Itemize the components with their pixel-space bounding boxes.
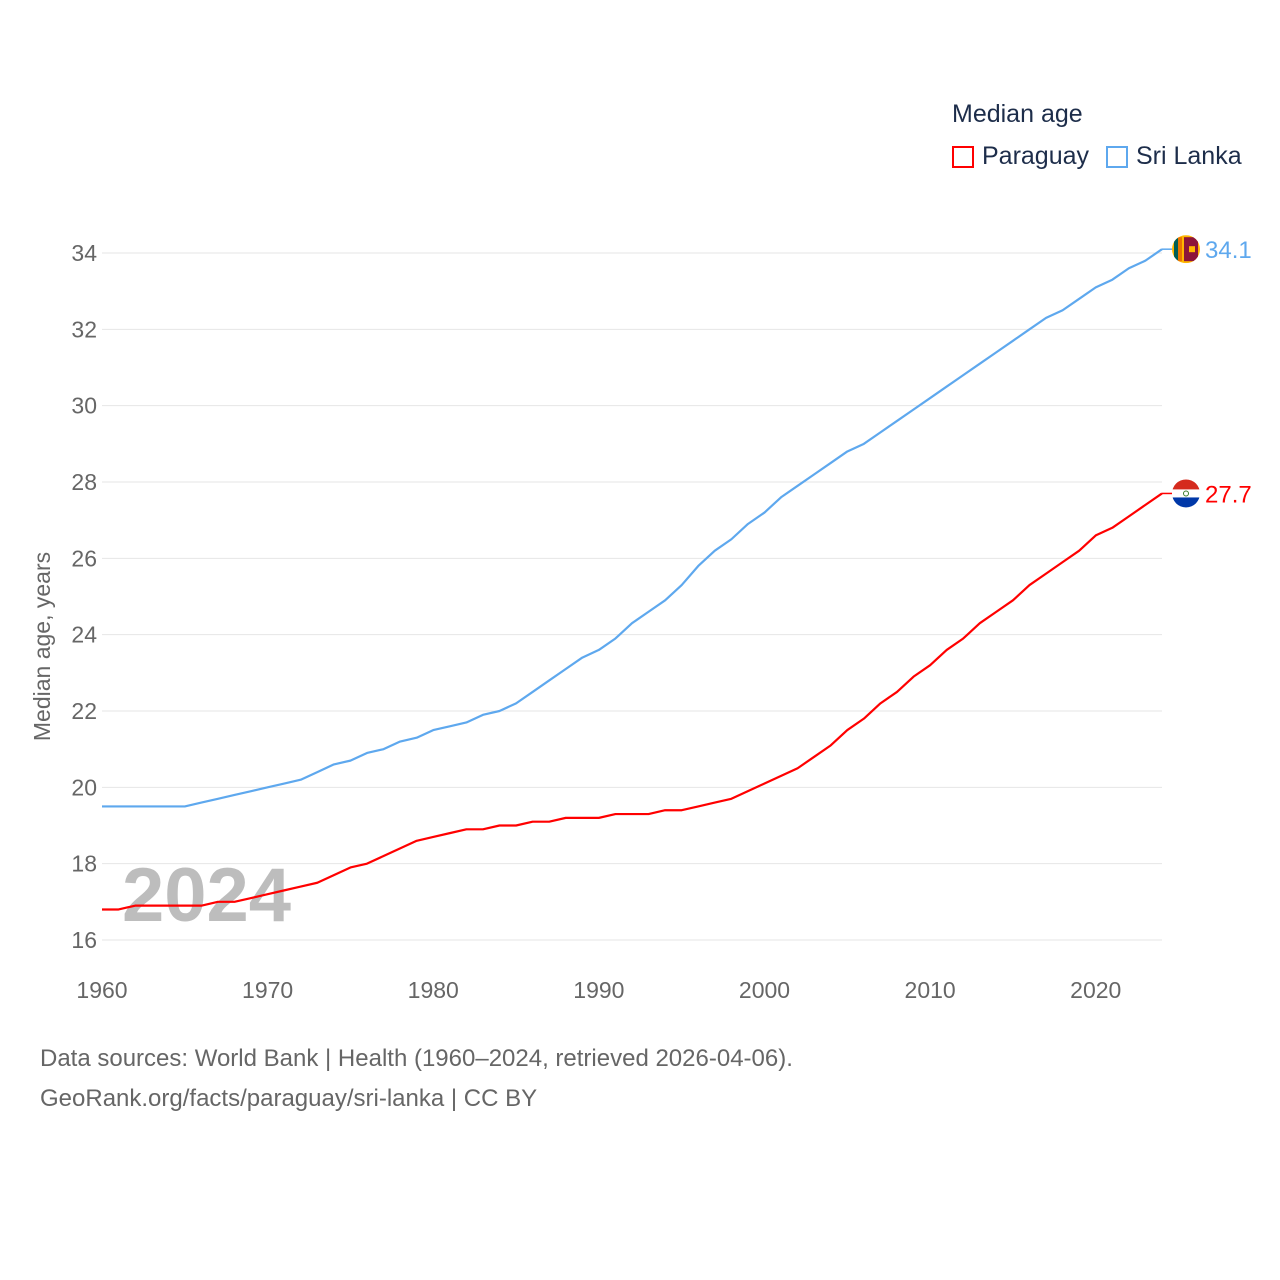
series-line-sri-lanka xyxy=(102,248,1163,808)
x-tick-label: 2010 xyxy=(905,977,956,1003)
y-tick-label: 24 xyxy=(71,622,97,648)
end-value-label: 27.7 xyxy=(1205,481,1252,508)
series-line-paraguay xyxy=(102,492,1163,911)
y-tick-label: 20 xyxy=(71,774,97,800)
legend-item-sri-lanka[interactable]: Sri Lanka xyxy=(1106,142,1242,171)
y-tick-label: 30 xyxy=(71,393,97,419)
legend-label-sri-lanka: Sri Lanka xyxy=(1136,142,1242,170)
y-tick-label: 28 xyxy=(71,469,97,495)
sri-lanka-flag-icon xyxy=(1172,235,1200,264)
y-tick-label: 18 xyxy=(71,851,97,877)
legend-item-paraguay[interactable]: Paraguay xyxy=(952,142,1089,171)
paraguay-flag-icon xyxy=(1172,479,1200,508)
y-tick-label: 32 xyxy=(71,316,97,342)
y-tick-label: 22 xyxy=(71,698,97,724)
legend-swatch-sri-lanka xyxy=(1106,145,1128,168)
legend-swatch-paraguay xyxy=(952,145,974,168)
legend-label-paraguay: Paraguay xyxy=(982,142,1090,170)
x-tick-label: 1980 xyxy=(408,977,459,1003)
x-tick-label: 1970 xyxy=(242,977,293,1003)
x-tick-label: 2020 xyxy=(1070,977,1121,1003)
footer-sources: Data sources: World Bank | Health (1960–… xyxy=(40,1045,793,1072)
x-tick-label: 1990 xyxy=(573,977,624,1003)
x-tick-label: 2000 xyxy=(739,977,790,1003)
y-axis-label: Median age, years xyxy=(29,552,55,741)
end-value-label: 34.1 xyxy=(1205,237,1252,264)
y-tick-label: 16 xyxy=(71,927,97,953)
legend-title: Median age xyxy=(952,100,1083,128)
y-tick-label: 34 xyxy=(71,240,97,266)
footer-link[interactable]: GeoRank.org/facts/paraguay/sri-lanka | C… xyxy=(40,1085,538,1112)
x-tick-label: 1960 xyxy=(76,977,127,1003)
y-tick-label: 26 xyxy=(71,545,97,571)
